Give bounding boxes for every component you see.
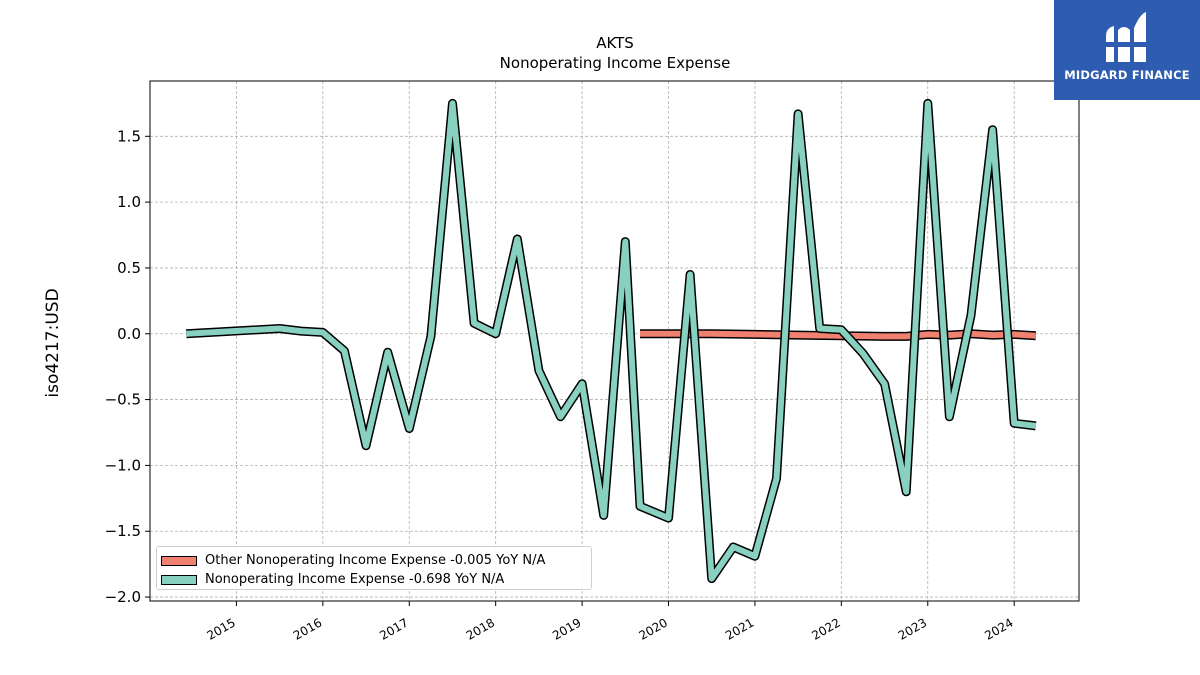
grid (150, 81, 1079, 601)
x-tick-label: 2019 (550, 615, 583, 642)
legend-swatch-other-nonoperating (161, 555, 197, 566)
legend-label-other-nonoperating: Other Nonoperating Income Expense -0.005… (205, 553, 546, 568)
chart-subtitle: Nonoperating Income Expense (500, 54, 731, 72)
y-axis-label: iso4217:USD (43, 288, 63, 397)
series-outline-1 (186, 98, 1037, 584)
series-line-0 (640, 330, 1036, 340)
x-tick-label: 2023 (896, 615, 929, 642)
x-tick-label: 2015 (204, 615, 237, 642)
series-lines (186, 98, 1037, 584)
legend-label-nonoperating: Nonoperating Income Expense -0.698 YoY N… (205, 572, 505, 587)
y-tick-label: −0.5 (105, 391, 141, 409)
chart-title: AKTS (596, 34, 634, 52)
x-tick-label: 2022 (809, 615, 842, 642)
legend-swatch-nonoperating (161, 574, 197, 585)
series-line-1 (186, 100, 1037, 582)
x-tick-label: 2018 (464, 615, 497, 642)
legend-item-other-nonoperating: Other Nonoperating Income Expense -0.005… (161, 551, 591, 570)
legend-item-nonoperating: Nonoperating Income Expense -0.698 YoY N… (161, 570, 591, 589)
x-tick-label: 2021 (723, 615, 756, 642)
y-tick-label: 0.5 (117, 259, 141, 277)
y-tick-label: 1.5 (117, 127, 141, 145)
y-tick-label: −1.0 (105, 456, 141, 474)
x-tick-label: 2016 (291, 615, 324, 642)
brand-logo: MIDGARD FINANCE (1054, 0, 1200, 100)
x-tick-label: 2017 (377, 615, 410, 642)
plot-frame (149, 80, 1080, 602)
legend: Other Nonoperating Income Expense -0.005… (156, 546, 592, 590)
x-tick-label: 2024 (982, 615, 1015, 642)
y-tick-label: −1.5 (105, 522, 141, 540)
logo-text: MIDGARD FINANCE (1064, 68, 1190, 82)
y-tick-label: 1.0 (117, 193, 141, 211)
y-tick-label: 0.0 (117, 325, 141, 343)
logo-mark-icon (1104, 12, 1148, 62)
y-tick-label: −2.0 (105, 588, 141, 606)
x-tick-label: 2020 (637, 615, 670, 642)
